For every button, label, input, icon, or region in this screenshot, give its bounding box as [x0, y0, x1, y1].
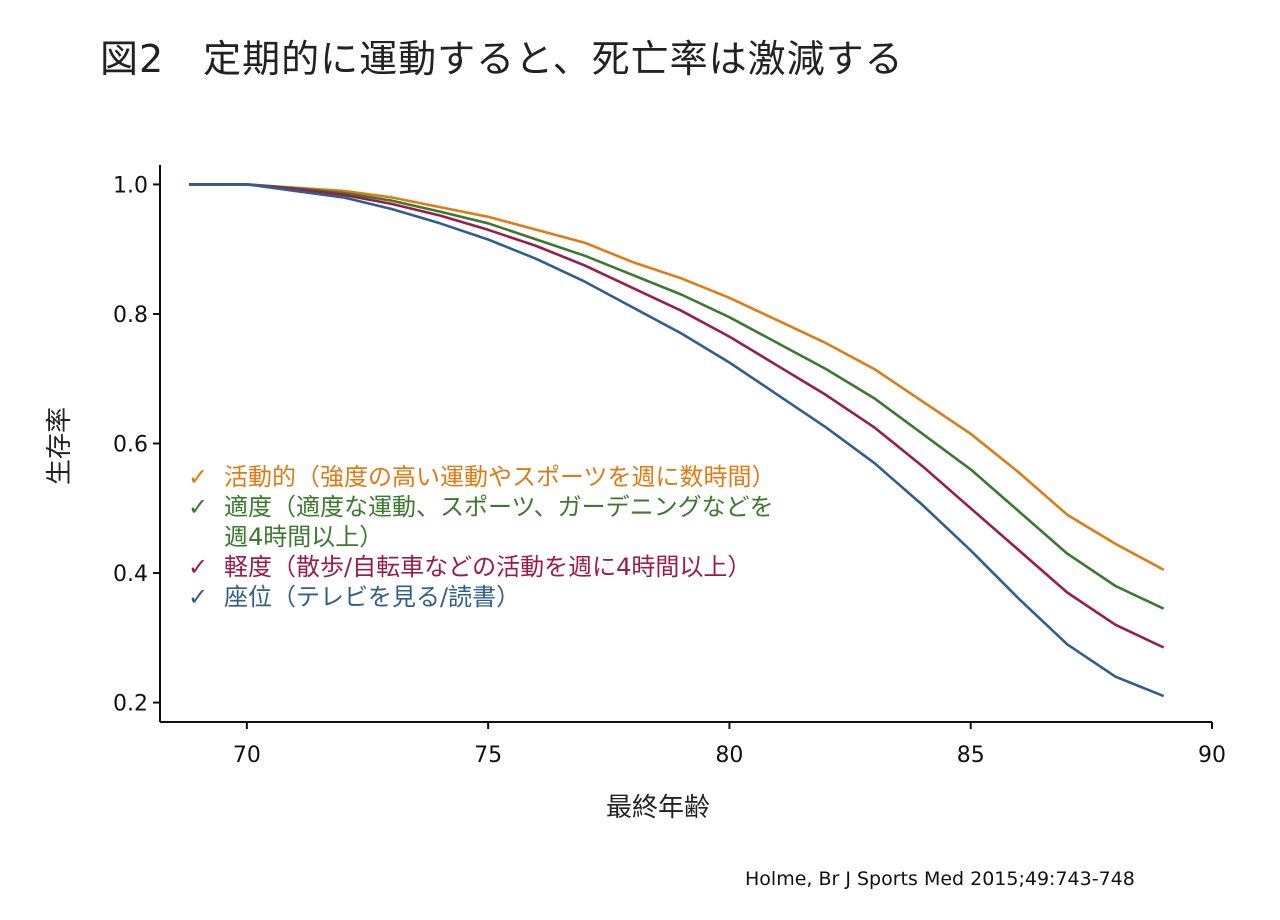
check-icon: ✓: [188, 493, 209, 521]
y-tick-label: 0.4: [113, 562, 148, 587]
series-line-2: [189, 183, 1165, 649]
check-icon: ✓: [188, 583, 209, 611]
x-tick-label: 85: [957, 743, 985, 768]
legend: ✓ 活動的（強度の高い運動やスポーツを週に数時間） ✓ 適度（適度な運動、スポー…: [188, 462, 784, 612]
legend-label: 座位（テレビを見る/読書）: [224, 583, 521, 611]
y-tick-label: 0.2: [113, 692, 148, 717]
y-tick-label: 1.0: [113, 173, 148, 198]
page-title: 図2 定期的に運動すると、死亡率は激減する: [100, 37, 904, 81]
x-tick-label: 70: [233, 743, 261, 768]
y-tick-label: 0.6: [113, 433, 148, 458]
series-line-0: [189, 183, 1165, 571]
x-tick-label: 80: [715, 743, 743, 768]
axes: 70 75 80 85 90 0.2 0.4 0.6 0.8 1.0: [113, 165, 1226, 768]
x-axis-label: 最終年齢: [606, 793, 710, 823]
y-tick-label: 0.8: [113, 303, 148, 328]
x-tick-label: 75: [474, 743, 502, 768]
check-icon: ✓: [188, 463, 209, 491]
legend-label: 適度（適度な運動、スポーツ、ガーデニングなどを週4時間以上）: [224, 493, 774, 551]
legend-item-active: ✓ 活動的（強度の高い運動やスポーツを週に数時間）: [188, 462, 784, 492]
y-axis-label: 生存率: [45, 407, 75, 485]
series-line-3: [189, 183, 1165, 698]
check-icon: ✓: [188, 553, 209, 581]
legend-item-sedentary: ✓ 座位（テレビを見る/読書）: [188, 582, 784, 612]
legend-item-moderate: ✓ 適度（適度な運動、スポーツ、ガーデニングなどを週4時間以上）: [188, 492, 784, 552]
series-lines: [189, 183, 1165, 698]
legend-item-light: ✓ 軽度（散歩/自転車などの活動を週に4時間以上）: [188, 552, 784, 582]
legend-label: 活動的（強度の高い運動やスポーツを週に数時間）: [224, 463, 776, 491]
legend-label: 軽度（散歩/自転車などの活動を週に4時間以上）: [224, 553, 752, 581]
source-citation: Holme, Br J Sports Med 2015;49:743-748: [745, 868, 1135, 890]
x-tick-label: 90: [1198, 743, 1226, 768]
series-line-1: [189, 183, 1165, 610]
